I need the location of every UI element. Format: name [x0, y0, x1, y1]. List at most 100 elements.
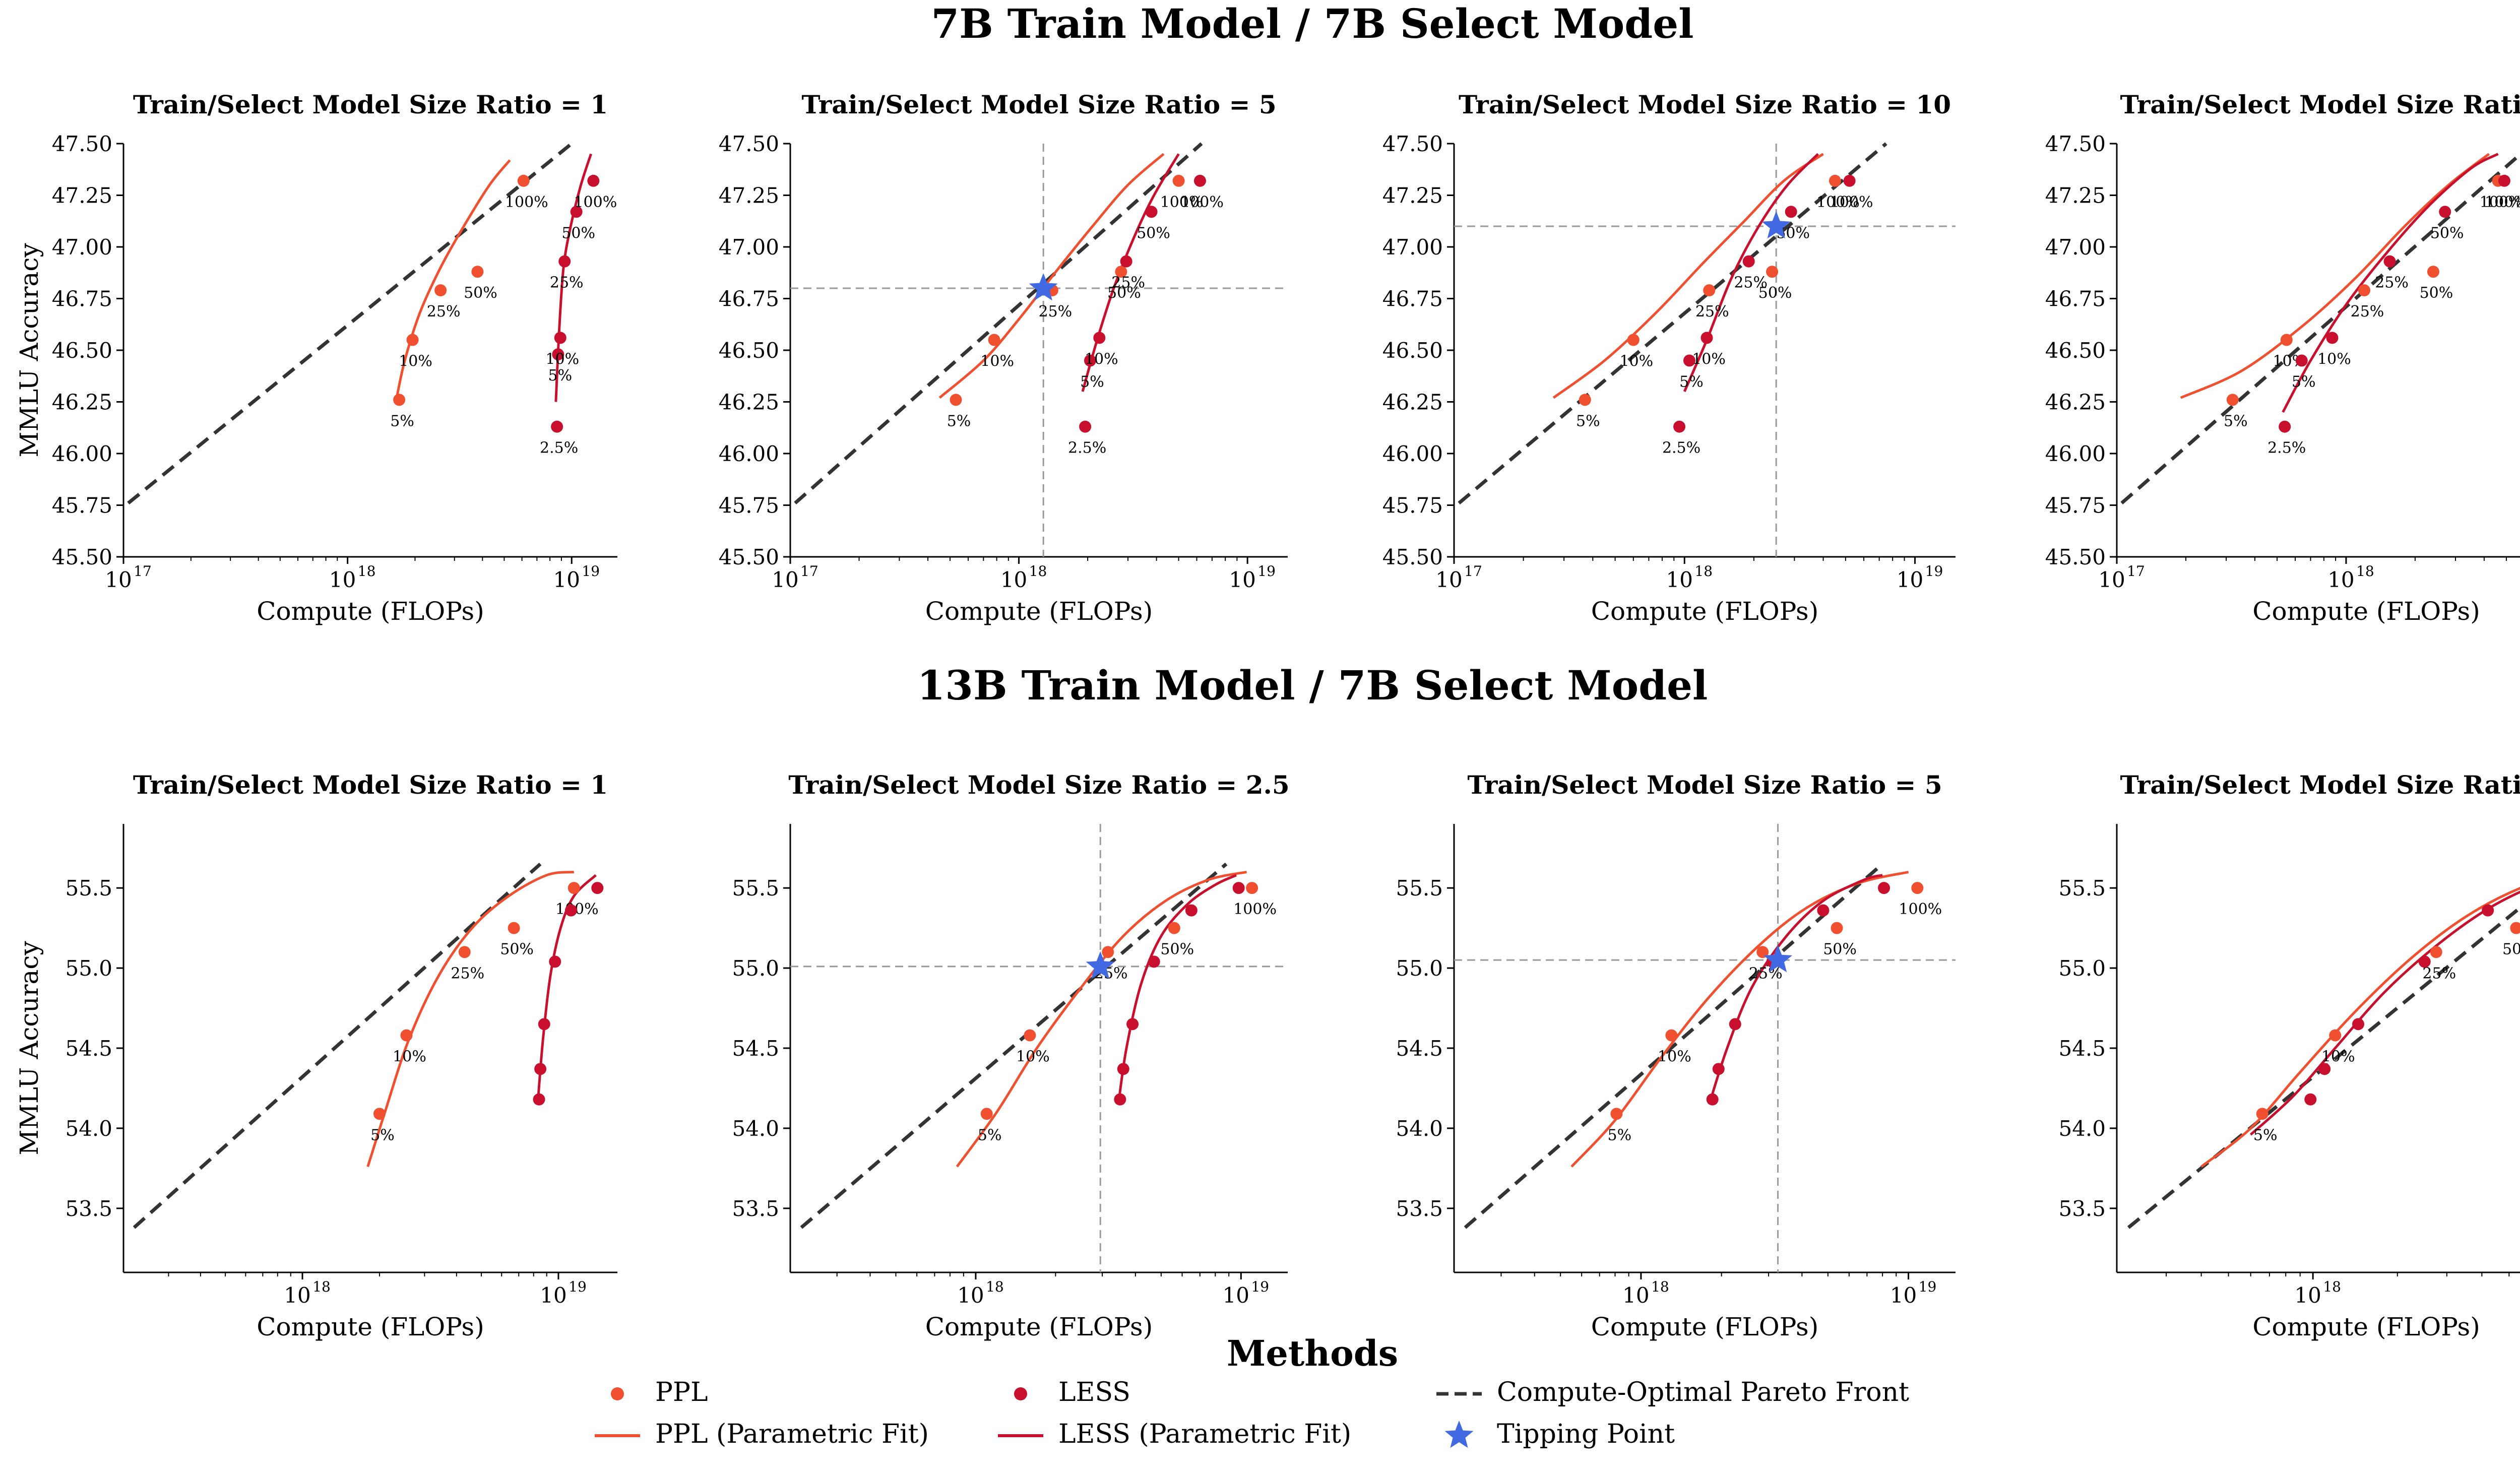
- x-tick-exponent: 19: [1257, 563, 1276, 580]
- ppl-point-label: 50%: [1107, 284, 1141, 302]
- y-tick-label: 47.50: [2045, 132, 2106, 156]
- y-tick-label: 46.75: [52, 287, 112, 311]
- y-tick-label: 46.50: [719, 338, 779, 363]
- ppl-point: [1024, 1029, 1036, 1042]
- less-fit-line: [2249, 890, 2520, 1136]
- less-point: [2318, 1063, 2331, 1075]
- y-tick-label: 47.00: [1382, 235, 1443, 260]
- legend-label: PPL (Parametric Fit): [655, 1419, 929, 1449]
- less-point-label: 5%: [2292, 373, 2316, 391]
- less-fit-line: [1683, 153, 1819, 392]
- ppl-fit-line: [956, 870, 1247, 1168]
- x-axis-label: Compute (FLOPs): [257, 597, 484, 626]
- x-axis-label: Compute (FLOPs): [1591, 597, 1818, 626]
- less-point: [1185, 904, 1198, 917]
- less-point: [2439, 206, 2451, 218]
- ppl-point-label: 5%: [2224, 412, 2248, 430]
- y-tick-label: 46.25: [1382, 390, 1443, 415]
- ppl-point-label: 100%: [2480, 194, 2520, 211]
- pareto-front-line: [2120, 152, 2520, 505]
- chart-panel-1: Train/Select Model Size Ratio = 1 45.50 45…: [15, 90, 617, 626]
- x-tick-label: 10: [957, 1283, 984, 1308]
- less-point: [1114, 1093, 1126, 1106]
- ppl-point-label: 25%: [427, 303, 461, 320]
- y-tick-label: 53.5: [1396, 1196, 1443, 1221]
- ppl-point-label: 100%: [1233, 901, 1277, 918]
- ppl-point-label: 25%: [1695, 303, 1729, 320]
- ppl-point: [393, 394, 406, 406]
- y-tick-label: 46.75: [1382, 287, 1443, 311]
- less-point: [564, 904, 577, 917]
- chart-panel-7: Train/Select Model Size Ratio = 5 53.5 54.…: [1396, 770, 1956, 1341]
- y-tick-label: 45.50: [1382, 545, 1443, 569]
- legend-title: Methods: [1227, 1332, 1398, 1374]
- less-point: [2418, 955, 2431, 968]
- y-tick-label: 45.75: [719, 493, 779, 518]
- y-tick-label: 45.75: [1382, 493, 1443, 518]
- legend-label: Compute-Optimal Pareto Front: [1497, 1377, 1909, 1407]
- ppl-point: [1102, 946, 1114, 958]
- less-point-label: 100%: [574, 194, 617, 211]
- less-point-label: 2.5%: [540, 439, 578, 457]
- ppl-point: [2329, 1029, 2342, 1042]
- ppl-fit-line: [1570, 870, 1909, 1168]
- less-point-label: 10%: [545, 350, 579, 368]
- y-tick-label: 46.50: [52, 338, 112, 363]
- chart-panel-3: Train/Select Model Size Ratio = 10 45.50 4…: [1382, 90, 1956, 626]
- pareto-front-line: [1458, 142, 1887, 505]
- tipping-point-star: [1761, 211, 1791, 239]
- less-point: [1148, 955, 1160, 968]
- ppl-point-label: 5%: [2253, 1126, 2278, 1144]
- ppl-point: [1172, 174, 1185, 187]
- y-tick-label: 53.5: [65, 1196, 112, 1221]
- legend-star-swatch: [1444, 1421, 1474, 1448]
- x-tick-label: 10: [1897, 567, 1923, 592]
- less-point-label: 5%: [548, 367, 573, 384]
- x-axis-label: Compute (FLOPs): [1591, 1312, 1818, 1341]
- pareto-front-line: [127, 142, 573, 505]
- less-point-label: 25%: [1734, 274, 1768, 292]
- less-point-label: 25%: [2375, 274, 2409, 292]
- ppl-point-label: 5%: [1576, 412, 1600, 430]
- legend-label: LESS (Parametric Fit): [1058, 1419, 1351, 1449]
- ppl-point: [1168, 922, 1180, 934]
- chart-title: Train/Select Model Size Ratio = 2.5: [788, 770, 1289, 800]
- y-tick-label: 55.0: [1396, 956, 1443, 981]
- chart-title: Train/Select Model Size Ratio = 20: [2120, 90, 2520, 119]
- ppl-point-label: 10%: [393, 1048, 426, 1066]
- ppl-point: [988, 334, 1000, 346]
- ppl-point: [1627, 334, 1640, 346]
- y-tick-label: 55.5: [2058, 876, 2106, 901]
- x-tick-label: 10: [1000, 567, 1027, 592]
- x-tick-exponent: 19: [569, 1278, 587, 1295]
- y-tick-label: 46.00: [2045, 441, 2106, 466]
- less-point: [1683, 354, 1695, 367]
- ppl-point-label: 10%: [1016, 1048, 1050, 1066]
- y-tick-label: 55.0: [2058, 956, 2106, 981]
- less-point-label: 10%: [2317, 350, 2351, 368]
- ppl-point: [400, 1029, 413, 1042]
- chart-panels: Train/Select Model Size Ratio = 1 45.50 45…: [15, 90, 2520, 1341]
- ppl-point-label: 10%: [1658, 1048, 1691, 1066]
- less-point: [1817, 904, 1830, 917]
- less-point: [1843, 174, 1856, 187]
- less-point-label: 2.5%: [1068, 439, 1106, 457]
- y-tick-label: 45.50: [2045, 545, 2106, 569]
- y-tick-label: 45.50: [52, 545, 112, 569]
- ppl-point: [568, 882, 580, 894]
- x-tick-exponent: 19: [1925, 563, 1943, 580]
- less-fit-line: [536, 874, 597, 1105]
- ppl-point-label: 25%: [2351, 303, 2384, 320]
- x-tick-exponent: 18: [2356, 563, 2374, 580]
- ppl-fit-line: [395, 159, 511, 400]
- ppl-point-label: 25%: [451, 965, 484, 982]
- ppl-point-label: 100%: [1160, 194, 1204, 211]
- less-point-label: 2.5%: [1662, 439, 1700, 457]
- x-tick-label: 10: [1890, 1283, 1917, 1308]
- y-tick-label: 55.5: [732, 876, 779, 901]
- legend-label: LESS: [1058, 1377, 1130, 1407]
- y-tick-label: 46.25: [719, 390, 779, 415]
- less-point-label: 5%: [1080, 373, 1104, 391]
- y-tick-label: 55.5: [1396, 876, 1443, 901]
- tipping-point-star: [1086, 951, 1115, 979]
